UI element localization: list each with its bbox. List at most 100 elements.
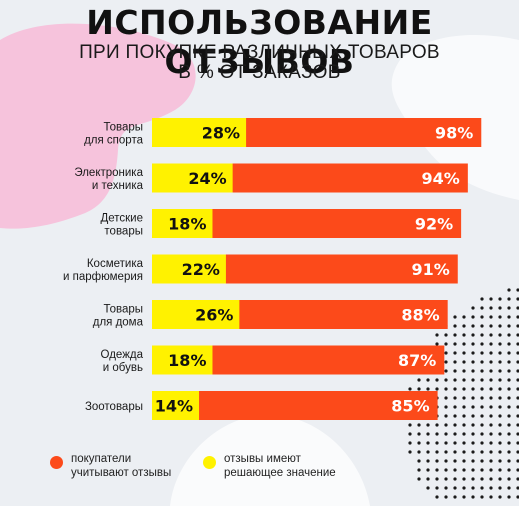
- legend-label-decisive: отзывы имеют решающее значение: [224, 453, 336, 479]
- decor-dot: [471, 315, 475, 319]
- decor-dot: [489, 423, 493, 427]
- decor-dot: [489, 369, 493, 373]
- decor-dot: [480, 414, 484, 418]
- decor-dot: [444, 459, 448, 463]
- decor-dot: [507, 459, 511, 463]
- decor-dot: [462, 333, 466, 337]
- legend-label-buyers: покупатели учитывают отзывы: [71, 453, 172, 479]
- decor-dot: [498, 423, 502, 427]
- decor-dot: [507, 432, 511, 436]
- decor-dot: [489, 333, 493, 337]
- decor-dot: [471, 306, 475, 310]
- decor-dot: [516, 306, 519, 310]
- decor-dot: [489, 441, 493, 445]
- decor-dot: [417, 432, 421, 436]
- decor-dot: [516, 288, 519, 292]
- decor-dot: [435, 450, 439, 454]
- decor-dot: [408, 423, 412, 427]
- decor-dot: [435, 459, 439, 463]
- legend-item-buyers: покупатели учитывают отзывы: [50, 452, 171, 480]
- decor-dot: [507, 477, 511, 481]
- decor-dot: [453, 432, 457, 436]
- legend-item-decisive: отзывы имеют решающее значение: [203, 452, 336, 480]
- decor-dot: [480, 306, 484, 310]
- decor-dot: [489, 450, 493, 454]
- data-label-decisive: 18%: [168, 215, 206, 234]
- pink-blob: [0, 23, 196, 229]
- decor-dot: [435, 423, 439, 427]
- decor-dot: [498, 369, 502, 373]
- decor-dot: [435, 378, 439, 382]
- data-label-buyers: 85%: [391, 397, 429, 416]
- decor-dot: [417, 459, 421, 463]
- decor-dot: [480, 378, 484, 382]
- decor-dot: [453, 495, 457, 499]
- legend-swatch-buyers: [50, 456, 63, 469]
- decor-dot: [435, 387, 439, 391]
- bar-decisive: [152, 300, 240, 329]
- decor-dot: [489, 360, 493, 364]
- decor-dot: [435, 441, 439, 445]
- decor-dot: [471, 441, 475, 445]
- data-label-buyers: 88%: [401, 306, 439, 325]
- category-label-line: и техника: [92, 180, 144, 192]
- decor-dot: [516, 396, 519, 400]
- decor-dot: [417, 423, 421, 427]
- decor-dot: [498, 306, 502, 310]
- decor-dot: [444, 396, 448, 400]
- category-label-line: Товары: [103, 304, 143, 316]
- decor-dot: [471, 369, 475, 373]
- decor-dot: [444, 477, 448, 481]
- decor-dot: [471, 486, 475, 490]
- decor-dot: [417, 387, 421, 391]
- decor-dot: [471, 387, 475, 391]
- data-label-buyers: 87%: [398, 351, 436, 370]
- decor-dot: [462, 396, 466, 400]
- data-label-decisive: 26%: [195, 306, 233, 325]
- decor-dot: [462, 351, 466, 355]
- decor-dot: [480, 324, 484, 328]
- decor-dot: [462, 369, 466, 373]
- decor-dot: [480, 315, 484, 319]
- decor-dot: [471, 324, 475, 328]
- decor-dot: [507, 396, 511, 400]
- decor-dot: [498, 486, 502, 490]
- decor-dot: [471, 459, 475, 463]
- decor-dot: [498, 297, 502, 301]
- decor-dot: [453, 486, 457, 490]
- data-label-decisive: 24%: [188, 169, 226, 188]
- decor-dot: [453, 414, 457, 418]
- decor-dot: [507, 414, 511, 418]
- decor-dot: [480, 432, 484, 436]
- decor-dot: [462, 459, 466, 463]
- decor-dot: [444, 432, 448, 436]
- data-label-buyers: 94%: [422, 169, 460, 188]
- decor-dot: [480, 387, 484, 391]
- category-label-line: и парфюмерия: [63, 271, 143, 283]
- decor-dot: [489, 477, 493, 481]
- decor-dot: [462, 378, 466, 382]
- decor-dot: [435, 495, 439, 499]
- decor-dot: [516, 315, 519, 319]
- chart-title: ИСПОЛЬЗОВАНИЕ ОТЗЫВОВ: [86, 3, 433, 81]
- decor-dot: [507, 351, 511, 355]
- decor-dot: [516, 468, 519, 472]
- decor-dot: [489, 306, 493, 310]
- decor-dot: [426, 477, 430, 481]
- decor-dot: [480, 459, 484, 463]
- decor-dot: [498, 495, 502, 499]
- decor-dot: [471, 477, 475, 481]
- decor-dot: [480, 495, 484, 499]
- category-label: Зоотовары: [85, 401, 143, 413]
- decor-dot: [480, 396, 484, 400]
- decor-dot: [471, 495, 475, 499]
- decor-dot: [516, 414, 519, 418]
- decor-dot: [462, 432, 466, 436]
- decor-dot: [444, 333, 448, 337]
- decor-dot: [462, 486, 466, 490]
- chart-subtitle-line-2: В % ОТ ЗАКАЗОВ: [178, 62, 341, 83]
- decor-dot: [480, 342, 484, 346]
- decor-dot: [426, 423, 430, 427]
- decor-dot: [444, 468, 448, 472]
- decor-dot: [471, 450, 475, 454]
